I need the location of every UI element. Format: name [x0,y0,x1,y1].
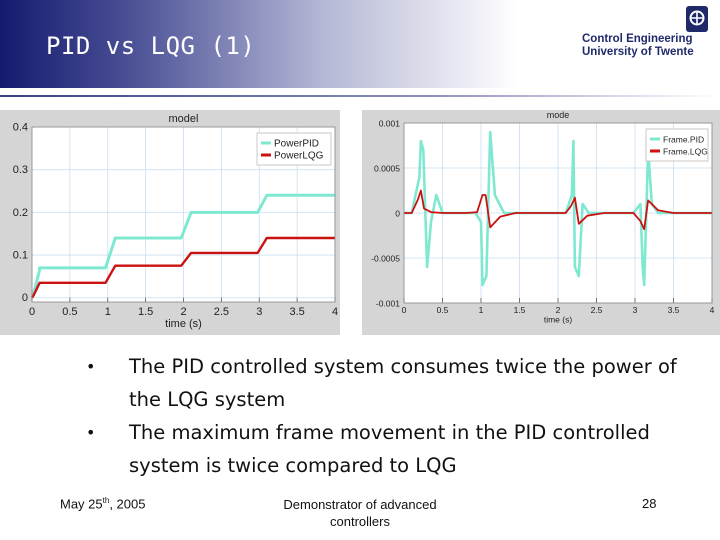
legend-label: PowerPID [274,139,319,150]
y-tick-label: 0.1 [13,250,28,262]
legend: Frame.PID Frame.LQG [645,128,709,162]
x-tick-label: 1.5 [514,305,526,315]
x-tick-label: 2 [180,306,186,318]
frame-mode-chart: mode 0 0.5 1 1.5 2 2.5 3 3.5 4 0.001 0.0005 0 -0.0005… [362,110,720,335]
y-tick-label: 0 [395,209,400,219]
bullet-item: • The maximum frame movement in the PID … [86,416,706,482]
bullet-list: • The PID controlled system consumes twi… [86,350,706,482]
y-tick-label: -0.0005 [371,254,400,264]
y-tick-label: 0.3 [13,164,28,176]
series-line-powerpid [30,193,335,299]
bullet-text: The PID controlled system consumes twice… [129,355,677,411]
x-axis-label: time (s) [165,318,202,330]
footer-date-suffix: , 2005 [109,496,146,512]
plot-border [31,126,336,303]
x-axis-label: time (s) [544,315,573,325]
x-tick-label: 0 [402,305,407,315]
slide-title: PID vs LQG (1) [46,32,256,60]
y-tick-label: 0.4 [13,122,28,134]
y-tick-label: 0.001 [379,119,401,129]
logo-text-line1: Control Engineering [582,33,693,45]
x-tick-label: 3 [256,306,262,318]
y-tick-label: 0 [22,292,28,304]
legend-label: Frame.LQG [663,147,708,157]
bullet-text: The maximum frame movement in the PID co… [129,421,650,477]
y-tick-label: -0.001 [376,299,400,309]
logo-text-line2: University of Twente [582,46,694,58]
x-tick-label: 2.5 [214,306,229,318]
power-chart: model 0 0.5 1 1.5 2 2.5 3 3.5 4 0.4 0.3 0.2 0.1 0 time … [0,110,340,335]
x-tick-label: 1 [479,305,484,315]
x-tick-label: 0.5 [62,306,77,318]
y-tick-label: 0.0005 [374,164,400,174]
page-number: 28 [642,496,657,511]
bullet-marker: • [86,357,96,376]
header-band [0,0,720,88]
x-tick-label: 2 [556,305,561,315]
legend-box [645,128,709,162]
bullet-item: • The PID controlled system consumes twi… [86,350,706,416]
plot-border [403,122,713,304]
x-tick-label: 4 [710,305,715,315]
footer-date-prefix: May 25 [60,496,103,512]
university-emblem-icon [686,6,708,32]
university-logo: Control Engineering University of Twente [582,6,712,58]
bullet-marker: • [86,423,96,442]
x-tick-label: 2.5 [591,305,603,315]
series-line-frame-lqg [404,189,712,231]
x-tick-label: 1.5 [138,306,153,318]
legend-box [256,132,332,166]
footer-title-line2: controllers [330,514,390,529]
legend-label: PowerLQG [274,151,324,162]
legend-label: Frame.PID [663,135,704,145]
x-tick-label: 3.5 [289,306,304,318]
footer-date: May 25th, 2005 [60,496,145,511]
footer-title-line1: Demonstrator of advanced [283,497,437,512]
x-tick-label: 0 [29,306,35,318]
x-tick-label: 3.5 [668,305,680,315]
y-tick-label: 0.2 [13,207,28,219]
footer-date-sup: th [102,496,110,505]
x-tick-label: 4 [332,306,338,318]
x-tick-label: 1 [105,306,111,318]
x-tick-label: 0.5 [437,305,449,315]
chart-title: mode [547,110,570,120]
x-tick-label: 3 [633,305,638,315]
series-line-powerlqg [31,236,335,299]
footer-presentation-title: Demonstrator of advanced controllers [260,496,460,530]
chart-title: model [169,113,199,125]
header-divider [0,95,720,97]
